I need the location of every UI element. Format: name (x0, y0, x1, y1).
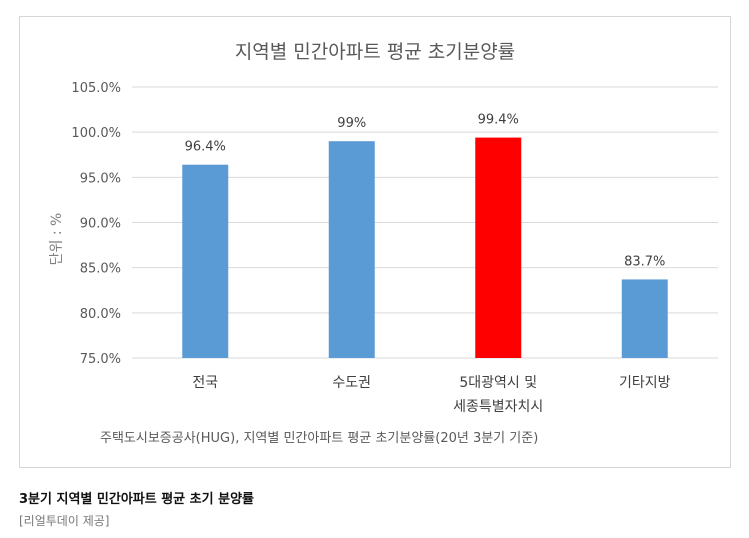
data-label: 99% (337, 116, 366, 131)
bar (621, 279, 668, 358)
y-axis-label: 단위 : % (49, 213, 65, 266)
bar (328, 141, 375, 358)
chart-frame: 지역별 민간아파트 평균 초기분양률 단위 : % 75.0% 80.0% 85.0… (19, 16, 731, 468)
x-tick-label: 기타지방 (619, 375, 671, 391)
x-tick-label: 전국 (192, 375, 218, 391)
y-tick-label: 105.0% (71, 81, 121, 96)
y-tick-label: 90.0% (80, 217, 121, 232)
y-tick-label: 80.0% (80, 307, 121, 322)
bar-chart: 지역별 민간아파트 평균 초기분양률 단위 : % 75.0% 80.0% 85.0… (49, 41, 718, 446)
data-label: 96.4% (185, 140, 226, 155)
bars (182, 137, 668, 358)
gridlines (132, 86, 718, 359)
data-labels: 96.4% 99% 99.4% 83.7% (185, 113, 666, 270)
y-tick-label: 95.0% (80, 171, 121, 186)
y-tick-labels: 75.0% 80.0% 85.0% 90.0% 95.0% 100.0% 105.0% (71, 81, 121, 367)
x-tick-labels: 전국 수도권 5대광역시 및 세종특별자치시 기타지방 (192, 375, 670, 415)
source-note: 주택도시보증공사(HUG), 지역별 민간아파트 평균 초기분양률(20년 3분… (100, 431, 538, 446)
bar (182, 164, 229, 358)
data-label: 99.4% (478, 113, 519, 128)
caption-title: 3분기 지역별 민간아파트 평균 초기 분양률 (19, 492, 254, 507)
y-tick-label: 75.0% (80, 352, 121, 367)
y-tick-label: 100.0% (71, 126, 121, 141)
bar (475, 137, 522, 358)
caption-credit: [리얼투데이 제공] (19, 514, 110, 528)
x-tick-label: 5대광역시 및 세종특별자치시 (453, 375, 543, 415)
y-tick-label: 85.0% (80, 262, 121, 277)
x-tick-label: 수도권 (332, 375, 371, 391)
data-label: 83.7% (624, 254, 665, 269)
chart-title: 지역별 민간아파트 평균 초기분양률 (235, 41, 515, 63)
